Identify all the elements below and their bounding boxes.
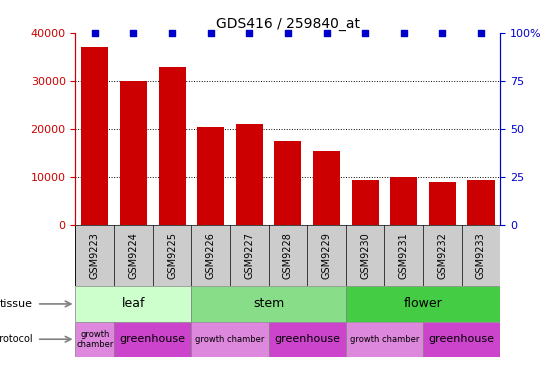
Point: [476, 30, 485, 36]
Point: [399, 30, 408, 36]
Bar: [390, 177, 417, 225]
FancyBboxPatch shape: [346, 322, 423, 357]
Bar: [81, 47, 108, 225]
FancyBboxPatch shape: [75, 322, 114, 357]
Bar: [274, 141, 301, 225]
Text: growth
chamber: growth chamber: [76, 329, 113, 349]
Bar: [467, 180, 495, 225]
FancyBboxPatch shape: [114, 322, 191, 357]
Text: tissue: tissue: [0, 299, 33, 309]
Text: greenhouse: greenhouse: [274, 334, 340, 344]
Text: greenhouse: greenhouse: [429, 334, 495, 344]
Title: GDS416 / 259840_at: GDS416 / 259840_at: [216, 16, 360, 30]
Bar: [197, 127, 224, 225]
Text: flower: flower: [404, 298, 442, 310]
Text: GSM9231: GSM9231: [399, 232, 409, 279]
Text: GSM9233: GSM9233: [476, 232, 486, 279]
Bar: [313, 151, 340, 225]
Point: [438, 30, 447, 36]
Text: GSM9228: GSM9228: [283, 232, 293, 279]
Point: [91, 30, 100, 36]
FancyBboxPatch shape: [191, 286, 346, 322]
Text: GSM9223: GSM9223: [90, 232, 100, 279]
Point: [283, 30, 292, 36]
FancyBboxPatch shape: [75, 225, 500, 286]
Text: GSM9226: GSM9226: [206, 232, 216, 279]
Text: GSM9229: GSM9229: [321, 232, 331, 279]
Text: growth chamber: growth chamber: [350, 335, 419, 344]
Bar: [236, 124, 263, 225]
Bar: [159, 67, 186, 225]
Point: [245, 30, 254, 36]
Text: GSM9230: GSM9230: [360, 232, 370, 279]
Point: [361, 30, 369, 36]
FancyBboxPatch shape: [75, 286, 191, 322]
Text: GSM9224: GSM9224: [129, 232, 139, 279]
FancyBboxPatch shape: [191, 322, 268, 357]
Point: [206, 30, 215, 36]
Point: [322, 30, 331, 36]
Text: growth chamber: growth chamber: [195, 335, 264, 344]
Text: GSM9225: GSM9225: [167, 232, 177, 279]
FancyBboxPatch shape: [423, 322, 500, 357]
Point: [129, 30, 138, 36]
Text: growth protocol: growth protocol: [0, 334, 33, 344]
Text: leaf: leaf: [122, 298, 145, 310]
FancyBboxPatch shape: [268, 322, 346, 357]
Text: GSM9227: GSM9227: [244, 232, 254, 279]
Bar: [429, 182, 456, 225]
Text: stem: stem: [253, 298, 284, 310]
Point: [168, 30, 177, 36]
Bar: [352, 180, 378, 225]
Bar: [120, 81, 147, 225]
Text: GSM9232: GSM9232: [437, 232, 447, 279]
FancyBboxPatch shape: [346, 286, 500, 322]
Text: greenhouse: greenhouse: [120, 334, 186, 344]
